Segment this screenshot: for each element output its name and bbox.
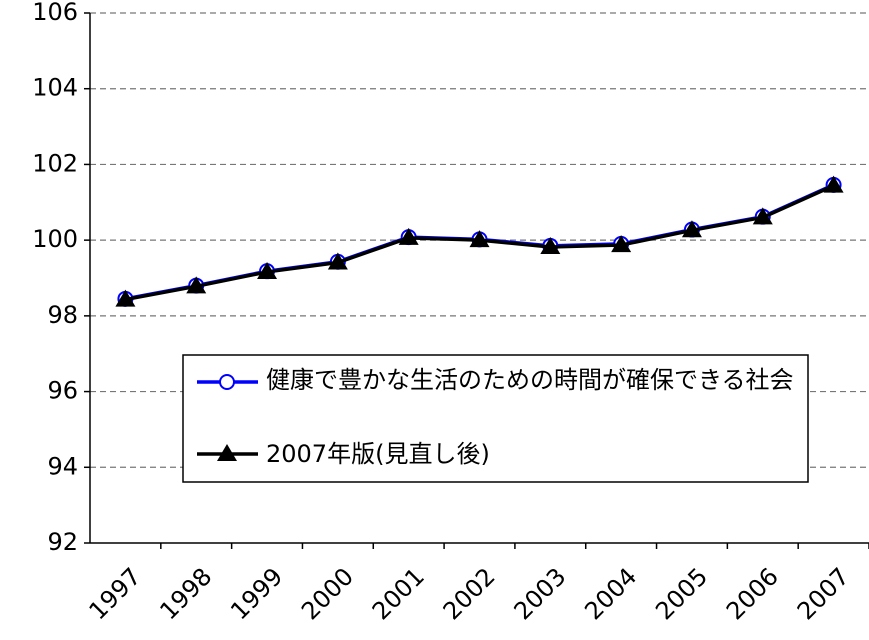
x-tick-label: 2000: [296, 562, 359, 625]
x-tick-label: 2002: [438, 562, 501, 625]
point: [540, 236, 561, 254]
y-tick-label: 98: [47, 301, 78, 329]
legend-label: 2007年版(見直し後): [266, 440, 490, 468]
point: [398, 227, 419, 245]
point: [186, 276, 207, 294]
x-tick-label: 1998: [154, 562, 217, 625]
point: [257, 261, 278, 279]
legend-marker: [217, 444, 237, 461]
legend-marker: [219, 374, 235, 390]
x-tick-label: 2001: [367, 562, 430, 625]
legend-box: [182, 354, 809, 483]
point: [115, 289, 136, 307]
x-tick-label: 2005: [650, 562, 713, 625]
y-tick-label: 94: [47, 452, 78, 480]
x-tick-label: 2007: [792, 562, 855, 625]
x-tick-label: 2006: [721, 562, 784, 625]
point: [681, 220, 702, 238]
legend-label: 健康で豊かな生活のための時間が確保できる社会: [266, 366, 794, 394]
point: [823, 175, 844, 193]
x-tick-label: 1999: [225, 562, 288, 625]
y-tick-label: 100: [32, 225, 78, 253]
y-tick-label: 96: [47, 377, 78, 405]
point: [752, 207, 773, 225]
x-tick-label: 2004: [579, 562, 642, 625]
y-tick-label: 104: [32, 74, 78, 102]
x-tick-label: 1997: [84, 562, 147, 625]
point: [611, 235, 632, 253]
point: [469, 230, 490, 248]
y-tick-label: 106: [32, 0, 78, 26]
x-tick-label: 2003: [509, 562, 572, 625]
point: [327, 252, 348, 270]
y-tick-label: 102: [32, 149, 78, 177]
y-tick-label: 92: [47, 528, 78, 556]
